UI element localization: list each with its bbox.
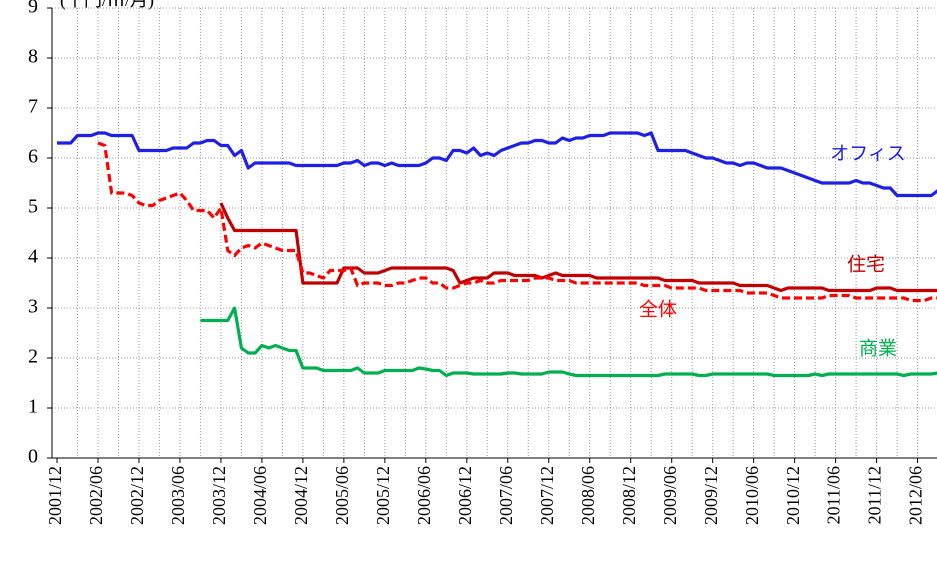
- series-label: オフィス: [830, 143, 906, 164]
- y-axis-label: (千円/㎡/月): [60, 0, 154, 11]
- series-label: 全体: [639, 298, 677, 320]
- x-tick-label: 2007/06: [496, 466, 516, 525]
- x-tick-label: 2009/12: [701, 466, 721, 525]
- x-tick-label: 2001/12: [45, 466, 65, 525]
- x-tick-label: 2010/12: [783, 466, 803, 525]
- x-tick-label: 2005/06: [332, 466, 352, 525]
- series-line: [200, 306, 937, 378]
- y-tick-label: 7: [28, 96, 38, 118]
- x-tick-label: 2003/06: [168, 466, 188, 525]
- x-tick-label: 2004/12: [291, 466, 311, 525]
- x-tick-label: 2010/06: [742, 466, 762, 525]
- x-tick-label: 2011/06: [824, 466, 844, 524]
- x-tick-label: 2008/12: [619, 466, 639, 525]
- x-tick-label: 2008/06: [578, 466, 598, 525]
- x-tick-label: 2012/06: [906, 466, 926, 525]
- y-tick-label: 3: [28, 296, 38, 318]
- series-line: [57, 131, 937, 198]
- series-label: 住宅: [847, 253, 885, 275]
- y-tick-label: 4: [28, 246, 38, 268]
- x-tick-label: 2003/12: [209, 466, 229, 525]
- y-tick-label: 8: [28, 46, 38, 68]
- x-tick-label: 2004/06: [250, 466, 270, 525]
- series-label: 商業: [859, 337, 897, 359]
- x-tick-label: 2007/12: [537, 466, 557, 525]
- x-tick-label: 2011/12: [865, 466, 885, 524]
- grid: [52, 7, 937, 459]
- y-tick-label: 6: [28, 146, 38, 168]
- series-line: [97, 141, 937, 303]
- x-tick-label: 2005/12: [373, 466, 393, 525]
- y-tick-label: 0: [28, 446, 38, 468]
- series-line: [219, 202, 937, 293]
- x-tick-label: 2002/12: [127, 466, 147, 525]
- x-tick-label: 2009/06: [660, 466, 680, 525]
- y-tick-label: 2: [28, 346, 38, 368]
- x-tick-label: 2006/06: [414, 466, 434, 525]
- x-tick-label: 2002/06: [86, 466, 106, 525]
- y-tick-label: 1: [28, 396, 38, 418]
- y-tick-label: 9: [28, 0, 38, 18]
- y-tick-label: 5: [28, 196, 38, 218]
- x-tick-label: 2006/12: [455, 466, 475, 525]
